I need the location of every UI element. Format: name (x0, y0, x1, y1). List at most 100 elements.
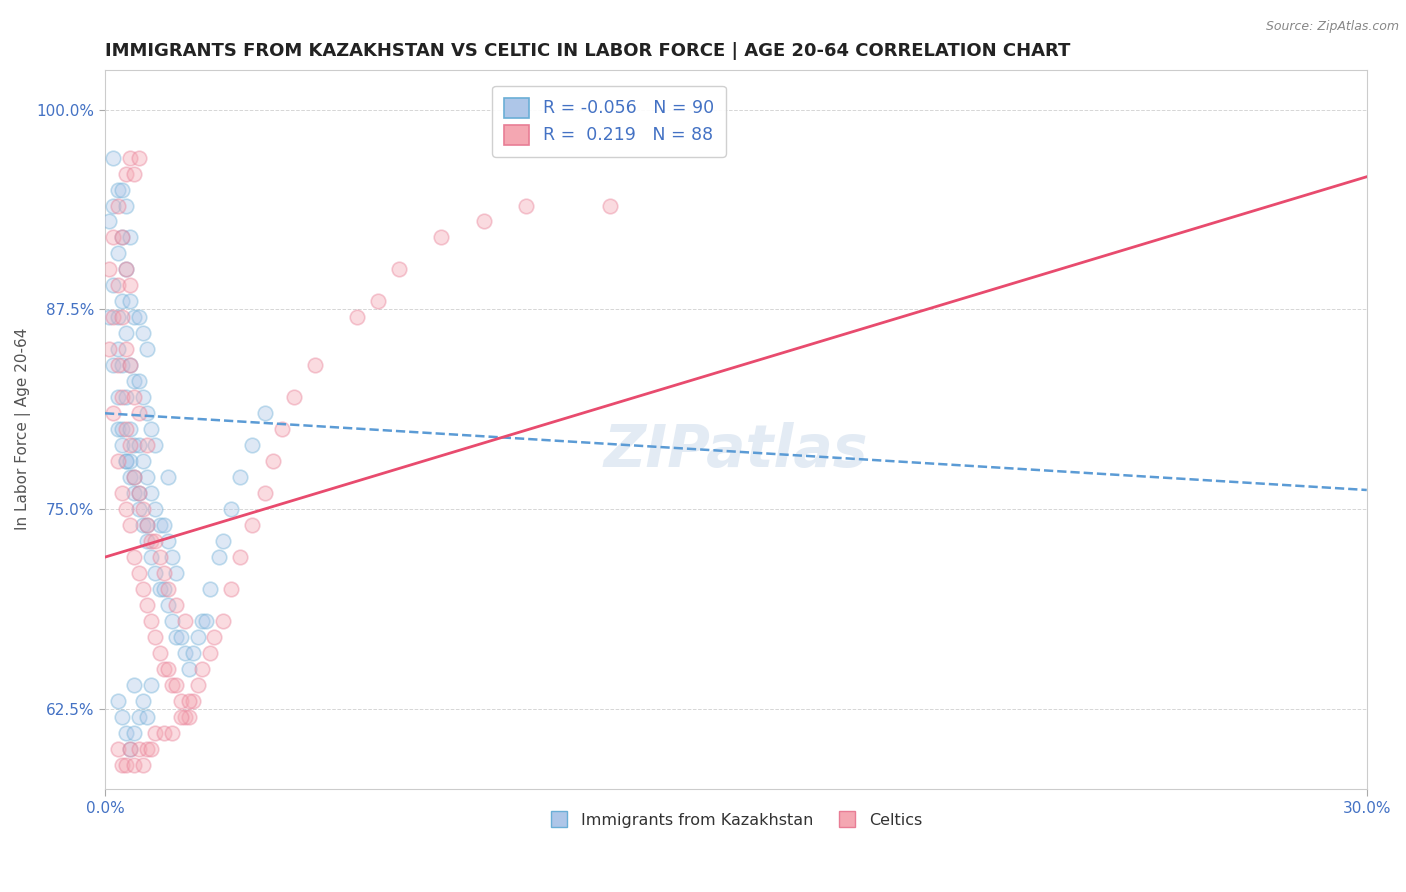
Point (141, 534, 163, 549)
Point (157, 582, 180, 596)
Point (599, 198, 621, 212)
Point (136, 742, 159, 756)
Point (124, 390, 146, 404)
Point (141, 550, 163, 565)
Point (111, 230, 134, 244)
Point (124, 726, 146, 740)
Point (107, 182, 129, 196)
Point (170, 694, 193, 708)
Text: IMMIGRANTS FROM KAZAKHSTAN VS CELTIC IN LABOR FORCE | AGE 20-64 CORRELATION CHAR: IMMIGRANTS FROM KAZAKHSTAN VS CELTIC IN … (105, 42, 1070, 60)
Point (98, 262, 121, 277)
Point (157, 598, 180, 612)
Point (111, 294, 134, 309)
Point (136, 470, 159, 484)
Point (128, 486, 150, 500)
Point (136, 406, 159, 420)
Point (145, 438, 167, 452)
Point (141, 422, 163, 436)
Point (153, 582, 176, 596)
Point (166, 630, 188, 644)
Point (145, 726, 167, 740)
Point (141, 614, 163, 628)
Point (198, 582, 221, 596)
Point (136, 710, 159, 724)
Point (128, 486, 150, 500)
Point (128, 406, 150, 420)
Point (132, 502, 155, 516)
Point (472, 214, 495, 228)
Point (132, 518, 155, 533)
Point (153, 518, 176, 533)
Point (120, 278, 142, 293)
Point (132, 326, 155, 341)
Point (111, 438, 134, 452)
Point (149, 518, 172, 533)
Point (120, 359, 142, 373)
Point (107, 454, 129, 468)
Point (166, 678, 188, 692)
Point (120, 742, 142, 756)
Point (128, 502, 150, 516)
Point (107, 694, 129, 708)
Point (103, 406, 125, 420)
Point (153, 662, 176, 676)
Point (132, 758, 155, 772)
Point (120, 518, 142, 533)
Point (115, 758, 138, 772)
Point (173, 614, 195, 628)
Point (162, 614, 184, 628)
Point (128, 151, 150, 165)
Point (141, 742, 163, 756)
Point (124, 374, 146, 388)
Point (124, 470, 146, 484)
Point (198, 646, 221, 660)
Point (149, 646, 172, 660)
Point (262, 454, 284, 468)
Point (136, 518, 159, 533)
Point (149, 582, 172, 596)
Point (157, 470, 180, 484)
Point (128, 710, 150, 724)
Point (115, 262, 138, 277)
Point (162, 678, 184, 692)
Point (107, 742, 129, 756)
Point (141, 678, 163, 692)
Point (115, 454, 138, 468)
Point (128, 438, 150, 452)
Point (111, 390, 134, 404)
Point (132, 582, 155, 596)
Point (186, 678, 208, 692)
Point (111, 182, 134, 196)
Point (207, 550, 229, 565)
Point (124, 758, 146, 772)
Point (153, 566, 176, 580)
Point (120, 470, 142, 484)
Point (177, 662, 200, 676)
Point (388, 262, 411, 277)
Point (115, 167, 138, 181)
Point (132, 390, 155, 404)
Point (107, 422, 129, 436)
Point (346, 310, 368, 325)
Point (136, 534, 159, 549)
Point (136, 598, 159, 612)
Point (107, 359, 129, 373)
Point (111, 310, 134, 325)
Point (253, 406, 276, 420)
Point (111, 710, 134, 724)
Point (141, 486, 163, 500)
Point (367, 294, 389, 309)
Point (149, 550, 172, 565)
Point (190, 662, 212, 676)
Point (181, 694, 204, 708)
Point (115, 326, 138, 341)
Point (120, 294, 142, 309)
Point (124, 438, 146, 452)
Point (115, 198, 138, 212)
Point (115, 390, 138, 404)
Point (115, 343, 138, 357)
Legend: Immigrants from Kazakhstan, Celtics: Immigrants from Kazakhstan, Celtics (543, 805, 929, 835)
Point (124, 310, 146, 325)
Point (103, 151, 125, 165)
Y-axis label: In Labor Force | Age 20-64: In Labor Force | Age 20-64 (15, 328, 31, 531)
